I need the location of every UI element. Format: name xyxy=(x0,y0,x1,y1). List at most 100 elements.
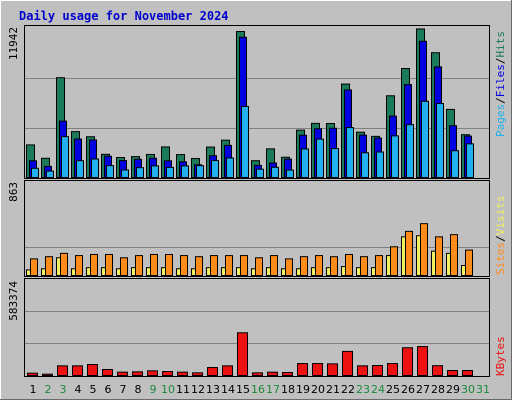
bar-sites xyxy=(210,255,218,277)
bar-pages xyxy=(181,165,189,178)
bar-kbytes xyxy=(372,365,383,377)
legend-label: Pages/Files/Hits xyxy=(494,31,507,137)
day-label: 2 xyxy=(45,383,52,396)
day-label: 31 xyxy=(476,383,490,396)
bar-kbytes xyxy=(102,369,113,376)
max-value-label: 863 xyxy=(7,182,20,202)
day-label: 25 xyxy=(386,383,400,396)
bar-sites xyxy=(420,223,428,277)
bar-kbytes xyxy=(417,346,428,376)
legend-kbytes: KBytes xyxy=(494,336,507,376)
legend-separator: / xyxy=(494,58,507,65)
bar-kbytes xyxy=(177,371,188,377)
bar-kbytes xyxy=(57,365,68,377)
day-label: 28 xyxy=(431,383,445,396)
bar-pages xyxy=(391,135,399,179)
day-label: 21 xyxy=(326,383,340,396)
bar-kbytes xyxy=(357,365,368,377)
bar-sites xyxy=(120,257,128,277)
bar-kbytes xyxy=(237,332,248,376)
bar-sites xyxy=(345,253,353,277)
max-value-label: 11942 xyxy=(7,27,20,60)
day-label: 12 xyxy=(191,383,205,396)
day-label: 13 xyxy=(206,383,220,396)
day-label: 29 xyxy=(446,383,460,396)
bar-sites xyxy=(135,255,143,277)
bar-sites xyxy=(75,255,83,277)
bar-kbytes xyxy=(147,370,158,376)
max-value-label: 583374 xyxy=(7,281,20,321)
bar-pages xyxy=(136,167,144,179)
bar-sites xyxy=(390,246,398,277)
bar-pages xyxy=(376,151,384,179)
bar-kbytes xyxy=(387,363,398,376)
day-label: 1 xyxy=(30,383,37,396)
bar-kbytes xyxy=(297,363,308,376)
bar-pages xyxy=(166,166,174,179)
bar-pages xyxy=(121,169,129,179)
bar-pages xyxy=(226,157,234,178)
day-label: 30 xyxy=(461,383,475,396)
bar-pages xyxy=(61,136,69,178)
bar-sites xyxy=(270,255,278,277)
bar-sites xyxy=(255,257,263,277)
legend-separator: / xyxy=(494,97,507,104)
bar-sites xyxy=(360,256,368,276)
bar-kbytes xyxy=(462,370,473,376)
legend-sites: Sites xyxy=(494,242,507,275)
bar-marks xyxy=(26,28,474,377)
day-label: 16 xyxy=(251,383,265,396)
day-label: 17 xyxy=(266,383,280,396)
bar-sites xyxy=(30,258,38,277)
legend-label: KBytes xyxy=(494,336,507,376)
bar-pages xyxy=(286,169,294,178)
legend-hits: Hits xyxy=(494,31,507,58)
bar-kbytes xyxy=(132,371,143,377)
day-label: 3 xyxy=(60,383,67,396)
day-label: 24 xyxy=(371,383,385,396)
day-label: 9 xyxy=(150,383,157,396)
bar-sites xyxy=(105,253,113,277)
bar-kbytes xyxy=(432,365,443,376)
bar-sites xyxy=(435,236,443,277)
bar-sites xyxy=(300,256,308,276)
bar-sites xyxy=(90,253,98,277)
bar-pages xyxy=(331,148,339,178)
bar-kbytes xyxy=(327,363,338,376)
bar-sites xyxy=(165,253,173,277)
bar-pages xyxy=(46,170,54,178)
bar-sites xyxy=(225,255,233,277)
bar-sites xyxy=(45,256,53,276)
day-label: 19 xyxy=(296,383,310,396)
bar-pages xyxy=(421,100,429,178)
day-label: 14 xyxy=(221,383,235,396)
bar-sites xyxy=(180,255,188,277)
day-label: 23 xyxy=(356,383,370,396)
bar-sites xyxy=(450,234,458,276)
legend-visits: Visits xyxy=(494,196,507,236)
bar-sites xyxy=(465,249,473,277)
day-label: 22 xyxy=(341,383,355,396)
bar-pages xyxy=(211,160,219,178)
graph-title: Daily usage for November 2024 xyxy=(19,9,229,23)
bar-sites xyxy=(405,230,413,276)
bar-kbytes xyxy=(42,373,53,376)
day-label: 7 xyxy=(120,383,127,396)
bar-kbytes xyxy=(207,367,218,377)
day-label: 11 xyxy=(176,383,190,396)
bar-sites xyxy=(240,255,248,277)
bar-pages xyxy=(346,127,354,179)
axis-labels: 11942863583374Pages/Files/HitsSites/Visi… xyxy=(7,27,507,396)
legend-label: Sites/Visits xyxy=(494,196,507,276)
bar-sites xyxy=(285,258,293,277)
bar-pages xyxy=(91,158,99,179)
day-label: 27 xyxy=(416,383,430,396)
bar-kbytes xyxy=(267,371,278,377)
bar-pages xyxy=(466,143,474,178)
bar-pages xyxy=(31,167,39,178)
day-label: 4 xyxy=(75,383,82,396)
bar-pages xyxy=(241,105,249,178)
day-label: 18 xyxy=(281,383,295,396)
